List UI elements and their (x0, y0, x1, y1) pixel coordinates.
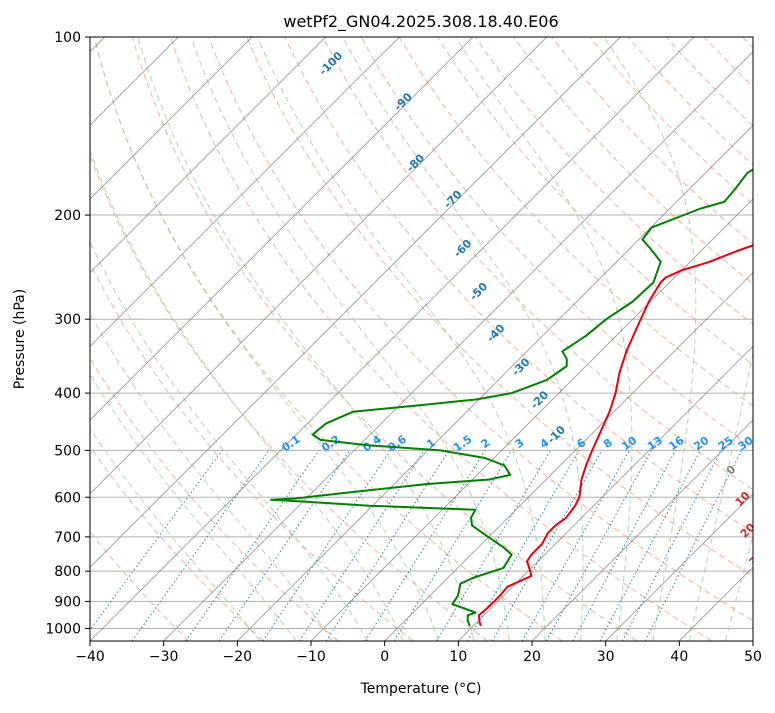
y-tick-label: 900 (54, 594, 81, 610)
x-tick-label: 0 (380, 649, 389, 665)
y-tick-label: 500 (54, 443, 81, 459)
y-tick-label: 700 (54, 530, 81, 546)
x-tick-label: −10 (296, 649, 326, 665)
y-tick-label: 200 (54, 208, 81, 224)
y-tick-label: 300 (54, 312, 81, 328)
y-tick-label: 1000 (45, 621, 81, 637)
x-tick-label: −40 (75, 649, 105, 665)
x-tick-label: −20 (223, 649, 253, 665)
x-tick-label: 50 (744, 649, 762, 665)
y-tick-label: 400 (54, 386, 81, 402)
x-tick-label: −30 (149, 649, 179, 665)
y-tick-label: 800 (54, 564, 81, 580)
x-tick-label: 40 (670, 649, 688, 665)
x-tick-label: 10 (449, 649, 467, 665)
chart-title: wetPf2_GN04.2025.308.18.40.E06 (283, 12, 558, 32)
x-tick-label: 30 (597, 649, 615, 665)
y-axis-label: Pressure (hPa) (12, 289, 28, 389)
y-tick-label: 600 (54, 490, 81, 506)
y-tick-label: 100 (54, 30, 81, 46)
x-tick-label: 20 (523, 649, 541, 665)
x-axis-label: Temperature (°C) (360, 681, 482, 697)
